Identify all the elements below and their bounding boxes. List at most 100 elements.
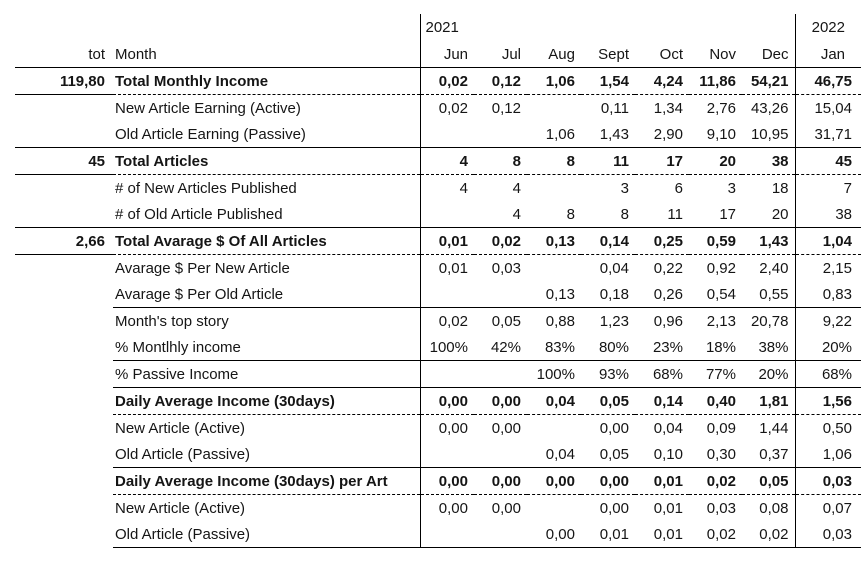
- value-cell-dec[interactable]: 10,95: [742, 121, 795, 148]
- value-cell-jul[interactable]: 8: [474, 147, 527, 175]
- value-cell-aug[interactable]: [527, 95, 581, 122]
- value-cell-jun[interactable]: 0,01: [419, 227, 474, 255]
- month-header-nov[interactable]: Nov: [689, 41, 742, 68]
- tot-cell[interactable]: 2,66: [15, 227, 113, 255]
- row-label[interactable]: % Montlhly income: [113, 334, 420, 361]
- tot-cell[interactable]: [15, 468, 113, 495]
- value-cell-jul[interactable]: 0,00: [491, 499, 521, 517]
- value-cell-oct[interactable]: 2,90: [635, 121, 689, 148]
- value-cell-nov[interactable]: 0,03: [706, 499, 736, 517]
- value-cell-dec[interactable]: 18: [771, 179, 789, 197]
- value-cell-dec[interactable]: 0,55: [742, 281, 795, 308]
- month-header-jul[interactable]: Jul: [474, 41, 527, 68]
- value-cell-jan[interactable]: 20%: [794, 334, 861, 361]
- value-cell-oct[interactable]: 0,25: [635, 227, 689, 255]
- value-cell-aug[interactable]: 83%: [527, 334, 581, 361]
- value-cell-oct[interactable]: 0,26: [635, 281, 689, 308]
- value-cell-oct[interactable]: 6: [674, 179, 683, 197]
- tot-cell[interactable]: [15, 361, 113, 388]
- value-cell-dec[interactable]: 54,21: [742, 67, 795, 95]
- value-cell-dec[interactable]: 1,43: [742, 227, 795, 255]
- value-cell-nov[interactable]: 0,59: [689, 227, 742, 255]
- value-cell-sept[interactable]: 0,00: [599, 419, 629, 437]
- value-cell-dec[interactable]: 1,81: [742, 387, 795, 415]
- value-cell-jul[interactable]: 0,02: [474, 227, 527, 255]
- value-cell-jun[interactable]: 0,02: [419, 67, 474, 95]
- value-cell-oct[interactable]: 0,14: [635, 387, 689, 415]
- value-cell-nov[interactable]: 0,40: [689, 387, 742, 415]
- value-cell-jul[interactable]: 0,00: [474, 387, 527, 415]
- row-label[interactable]: Month's top story: [115, 312, 229, 330]
- tot-cell[interactable]: [15, 255, 113, 282]
- empty-cell[interactable]: [635, 14, 689, 41]
- value-cell-sept[interactable]: 0,11: [600, 99, 629, 117]
- value-cell-oct[interactable]: 0,01: [635, 521, 689, 548]
- row-label[interactable]: # of New Articles Published: [115, 179, 297, 197]
- value-cell-dec[interactable]: 0,02: [742, 521, 795, 548]
- row-label[interactable]: % Passive Income: [113, 360, 420, 388]
- value-cell-sept[interactable]: 0,00: [599, 499, 629, 517]
- year-2021-cell[interactable]: 2021: [419, 14, 474, 41]
- tot-cell[interactable]: [15, 495, 113, 522]
- empty-cell[interactable]: [742, 14, 795, 41]
- value-cell-jan[interactable]: 2,15: [794, 254, 861, 281]
- tot-cell[interactable]: 45: [15, 147, 113, 175]
- value-cell-oct[interactable]: 68%: [635, 360, 689, 388]
- value-cell-jun[interactable]: 0,00: [419, 387, 474, 415]
- value-cell-jul[interactable]: [474, 281, 527, 308]
- value-cell-aug[interactable]: [527, 255, 581, 282]
- tot-cell[interactable]: [15, 388, 113, 415]
- value-cell-nov[interactable]: 0,02: [689, 521, 742, 548]
- value-cell-aug[interactable]: [527, 415, 581, 442]
- value-cell-sept[interactable]: 1,43: [581, 121, 635, 148]
- value-cell-jun[interactable]: 0,00: [419, 494, 474, 521]
- value-cell-jun[interactable]: [419, 441, 474, 468]
- value-cell-dec[interactable]: 0,08: [759, 499, 789, 517]
- value-cell-nov[interactable]: 18%: [689, 334, 742, 361]
- month-header[interactable]: Month: [113, 41, 420, 68]
- month-header-sept[interactable]: Sept: [581, 41, 635, 68]
- value-cell-nov[interactable]: 0,02: [689, 467, 742, 495]
- value-cell-jun[interactable]: 100%: [419, 334, 474, 361]
- value-cell-aug[interactable]: 0,04: [527, 387, 581, 415]
- value-cell-oct[interactable]: 17: [635, 147, 689, 175]
- tot-cell[interactable]: [15, 521, 113, 548]
- value-cell-jan[interactable]: 31,71: [794, 121, 861, 148]
- value-cell-aug[interactable]: 0,00: [527, 467, 581, 495]
- value-cell-dec[interactable]: 20%: [742, 360, 795, 388]
- value-cell-jul[interactable]: 42%: [474, 334, 527, 361]
- value-cell-oct[interactable]: 0,01: [653, 499, 683, 517]
- tot-cell[interactable]: [15, 308, 113, 335]
- value-cell-jan[interactable]: 45: [794, 147, 861, 175]
- value-cell-jan[interactable]: 38: [794, 201, 861, 228]
- value-cell-sept[interactable]: 0,05: [581, 441, 635, 468]
- row-label[interactable]: Avarage $ Per New Article: [115, 259, 290, 277]
- empty-cell[interactable]: [113, 14, 420, 41]
- value-cell-sept[interactable]: 93%: [581, 360, 635, 388]
- value-cell-dec[interactable]: 1,44: [759, 419, 789, 437]
- value-cell-sept[interactable]: 1,23: [599, 312, 629, 330]
- empty-cell[interactable]: [581, 14, 635, 41]
- value-cell-sept[interactable]: 0,04: [599, 259, 629, 277]
- row-label[interactable]: Old Article (Passive): [113, 521, 420, 548]
- tot-header[interactable]: tot: [15, 41, 113, 68]
- value-cell-aug[interactable]: 8: [527, 201, 581, 228]
- month-header-jan[interactable]: Jan: [794, 41, 861, 68]
- row-label[interactable]: New Article (Active): [115, 419, 246, 437]
- value-cell-aug[interactable]: 1,06: [527, 121, 581, 148]
- value-cell-dec[interactable]: 38: [742, 147, 795, 175]
- empty-cell[interactable]: [474, 14, 527, 41]
- value-cell-jul[interactable]: 0,00: [474, 467, 527, 495]
- value-cell-jun[interactable]: 0,00: [419, 414, 474, 441]
- value-cell-nov[interactable]: 0,09: [706, 419, 736, 437]
- value-cell-dec[interactable]: 20: [742, 201, 795, 228]
- value-cell-aug[interactable]: 1,06: [527, 67, 581, 95]
- value-cell-jan[interactable]: 1,56: [794, 387, 861, 415]
- month-header-oct[interactable]: Oct: [635, 41, 689, 68]
- value-cell-oct[interactable]: 1,34: [653, 99, 683, 117]
- value-cell-dec[interactable]: 20,78: [750, 312, 789, 330]
- value-cell-jul[interactable]: [474, 121, 527, 148]
- value-cell-nov[interactable]: 0,54: [689, 281, 742, 308]
- tot-cell[interactable]: [15, 95, 113, 122]
- value-cell-aug[interactable]: 0,04: [527, 441, 581, 468]
